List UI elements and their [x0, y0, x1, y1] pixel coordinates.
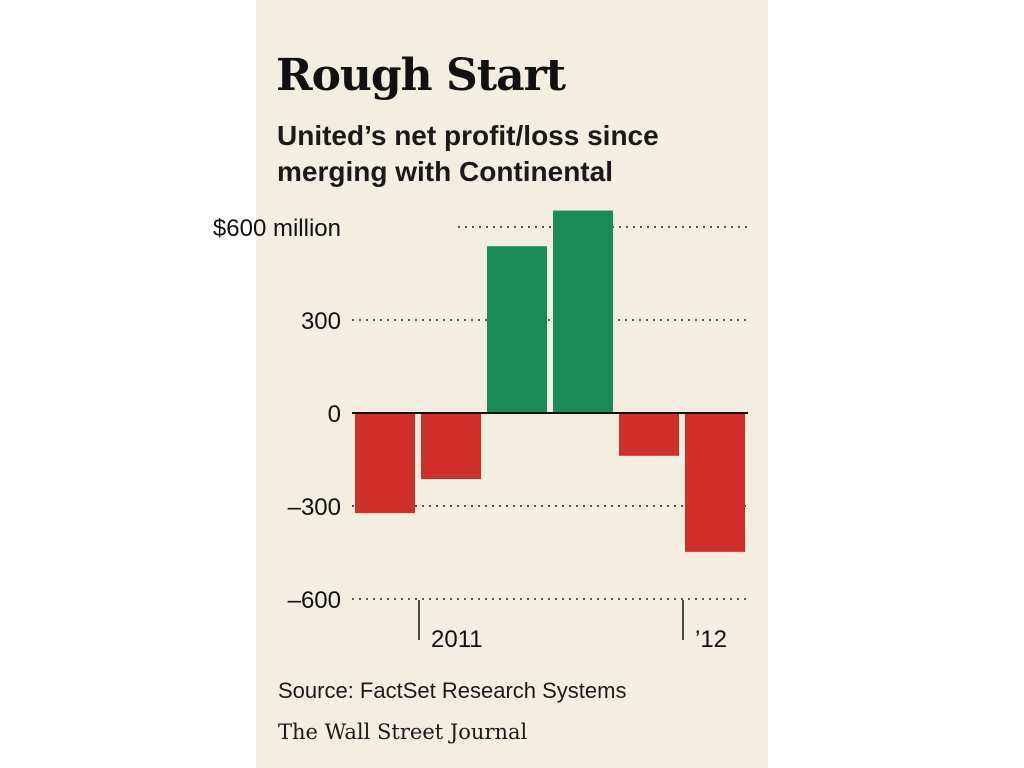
- chart-subtitle-line-2: merging with Continental: [277, 156, 613, 187]
- y-tick-label: –300: [288, 494, 341, 521]
- x-period-label: 2011: [431, 626, 483, 653]
- credit-line: The Wall Street Journal: [278, 720, 528, 744]
- y-tick-label: 0: [328, 401, 341, 428]
- x-period-label: ’12: [695, 626, 727, 653]
- y-tick-label: $600 million: [213, 215, 341, 242]
- y-tick-label: –600: [288, 587, 341, 614]
- bar: [355, 413, 415, 514]
- bar: [619, 413, 679, 456]
- y-tick-label: 300: [301, 308, 341, 335]
- bar: [421, 413, 481, 480]
- bar: [487, 246, 547, 413]
- source-note: Source: FactSet Research Systems: [278, 678, 627, 703]
- chart-title: Rough Start: [276, 50, 566, 101]
- chart-subtitle: United’s net profit/loss since merging w…: [277, 118, 737, 190]
- bar: [685, 413, 745, 552]
- chart-subtitle-line-1: United’s net profit/loss since: [277, 120, 659, 151]
- bar: [553, 210, 613, 413]
